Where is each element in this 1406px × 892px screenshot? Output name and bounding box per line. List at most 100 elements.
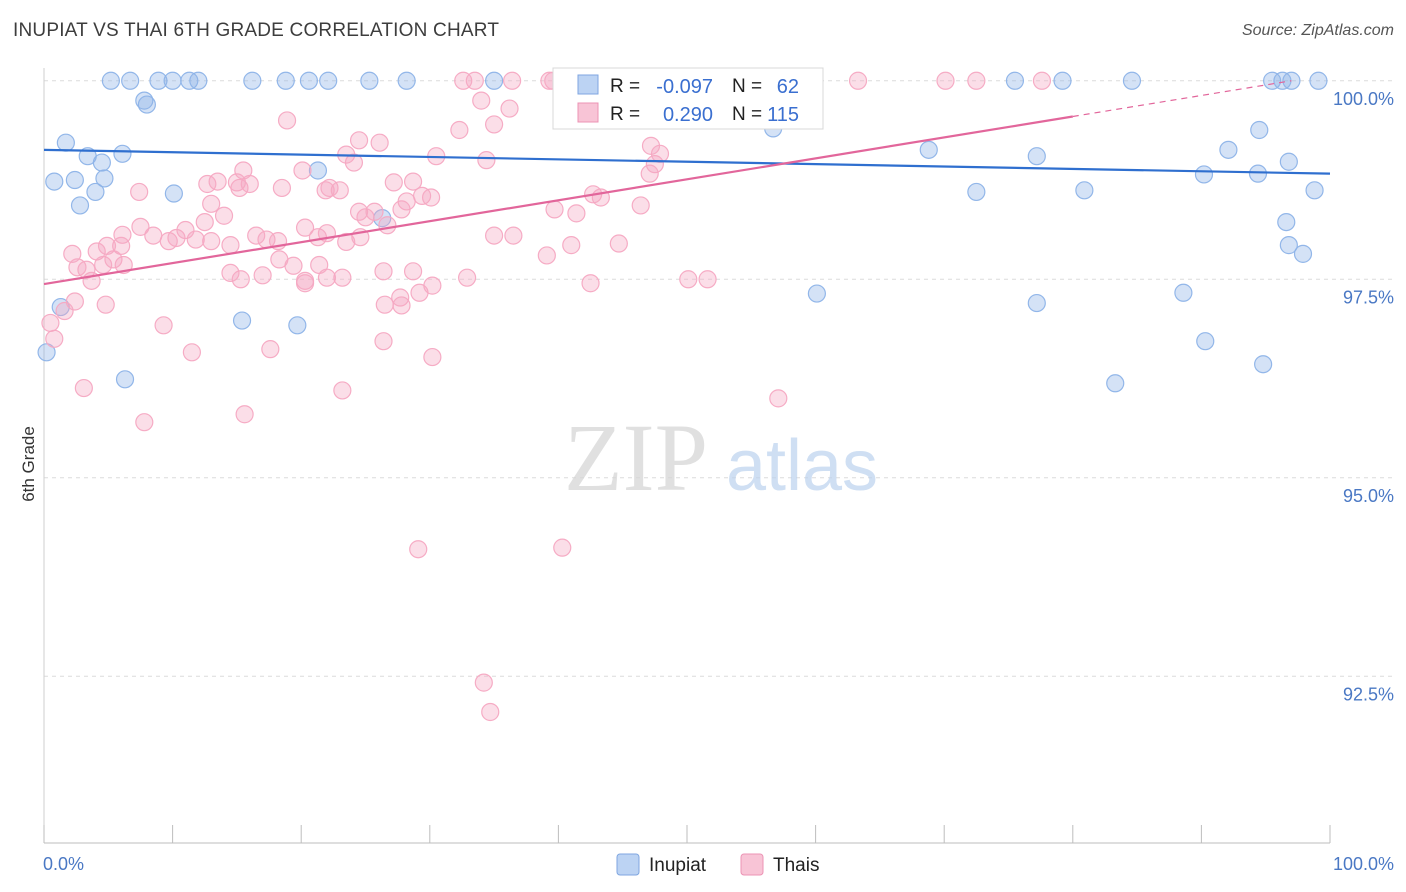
data-point (397, 71, 416, 90)
data-point (1032, 71, 1052, 90)
data-point (130, 182, 149, 202)
x-tick-label-left: 0.0% (43, 854, 84, 874)
data-point (270, 250, 289, 269)
data-point (370, 133, 389, 152)
data-point (68, 258, 87, 277)
data-point (182, 343, 201, 362)
data-point (272, 178, 292, 198)
data-point (277, 111, 297, 130)
trend-line-extension (1072, 80, 1292, 118)
stats-r-label-inupiat: R = (610, 76, 640, 97)
stats-box: R = -0.097 N = 62 R = 0.290 N = 115 (552, 67, 824, 130)
data-point (316, 181, 335, 200)
data-point (240, 174, 259, 194)
data-point (113, 144, 132, 163)
data-point (365, 202, 384, 221)
legend-swatch-thais (740, 853, 764, 876)
data-point (500, 99, 519, 118)
data-point (403, 172, 423, 191)
stats-n-thais: 115 (767, 104, 799, 126)
data-point (253, 266, 272, 285)
data-point (1309, 71, 1328, 90)
watermark-zip: ZIP (564, 404, 708, 511)
data-point (384, 173, 403, 192)
data-point (421, 188, 441, 207)
data-point (967, 71, 986, 90)
data-point (121, 71, 140, 90)
data-point (919, 140, 938, 159)
data-point (409, 540, 428, 559)
data-point (104, 250, 123, 269)
data-point (65, 170, 84, 190)
data-point (1279, 236, 1298, 255)
data-point (410, 283, 429, 302)
legend: Inupiat Thais (616, 853, 819, 876)
stats-r-label-thais: R = (610, 104, 640, 125)
data-point (333, 381, 352, 400)
data-point (37, 343, 56, 362)
y-tick-label: 97.5% (1343, 287, 1394, 307)
stats-r-thais: 0.290 (663, 104, 713, 126)
data-point (231, 270, 250, 289)
data-point (537, 246, 556, 265)
data-point (189, 71, 208, 90)
trend-lines (43, 80, 1331, 286)
data-point (112, 236, 131, 256)
y-axis-label: 6th Grade (19, 426, 38, 502)
stats-n-label-inupiat: N = (732, 76, 762, 97)
data-point (63, 244, 82, 263)
data-point (186, 230, 205, 249)
data-point (295, 274, 315, 293)
data-point (74, 378, 93, 398)
data-point (848, 71, 868, 90)
data-point (545, 200, 564, 219)
data-point (330, 181, 349, 200)
data-point (645, 155, 664, 174)
data-point (403, 262, 423, 281)
y-tick-label: 92.5% (1343, 684, 1394, 704)
data-point (375, 295, 394, 314)
data-point (1106, 374, 1125, 393)
data-point (640, 164, 659, 183)
data-point (1053, 71, 1072, 90)
data-point (807, 284, 826, 303)
data-point (333, 268, 352, 287)
data-point (295, 218, 315, 237)
data-point (164, 184, 183, 203)
data-point (310, 255, 329, 275)
data-point (1027, 147, 1046, 166)
data-point (159, 232, 178, 251)
data-point (115, 370, 135, 389)
data-point (1194, 165, 1214, 184)
data-point (465, 71, 484, 90)
data-point (1174, 283, 1193, 302)
series-inupiat-points (37, 71, 1328, 393)
data-point (504, 226, 523, 245)
data-point (1254, 355, 1273, 374)
data-point (698, 270, 717, 289)
data-point (114, 255, 133, 275)
data-point (374, 262, 393, 281)
data-point (1293, 244, 1313, 263)
data-point (1196, 332, 1215, 351)
data-point (137, 95, 156, 114)
data-point (41, 313, 60, 333)
data-point (650, 144, 670, 163)
data-point (195, 212, 214, 232)
x-tick-label-right: 100.0% (1333, 854, 1394, 874)
data-point (481, 702, 500, 722)
data-point (101, 71, 120, 90)
data-point (202, 194, 221, 213)
data-point (477, 151, 496, 170)
watermark-atlas: atlas (726, 426, 878, 506)
data-point (319, 71, 338, 90)
stats-swatch-thais (577, 102, 599, 123)
legend-swatch-inupiat (616, 853, 640, 876)
data-point (485, 115, 504, 134)
data-point (679, 270, 698, 289)
data-point (967, 182, 986, 202)
data-point (581, 274, 600, 293)
x-tick-labels: 0.0% 100.0% (43, 854, 1394, 874)
data-point (86, 182, 105, 202)
data-point (235, 405, 254, 424)
